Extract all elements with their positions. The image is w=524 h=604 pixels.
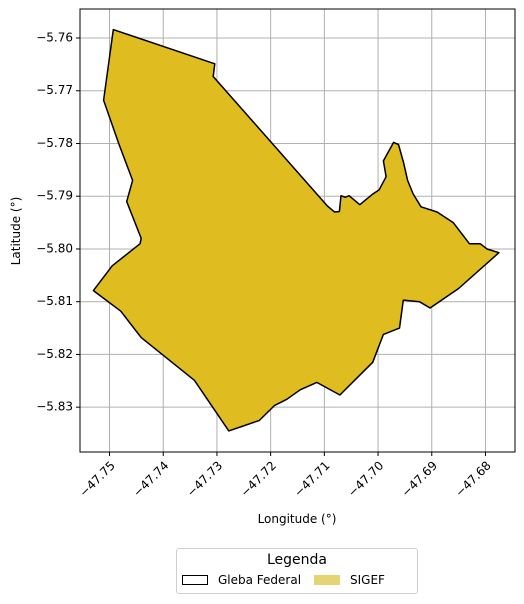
x-axis-label: Longitude (°) bbox=[258, 512, 337, 526]
y-tick-label: −5.80 bbox=[36, 241, 73, 255]
legend-label-sigef: SIGEF bbox=[350, 573, 385, 587]
y-tick-label: −5.82 bbox=[36, 347, 73, 361]
x-tick-label: −47.71 bbox=[291, 458, 332, 499]
legend-label-gleba: Gleba Federal bbox=[218, 573, 302, 587]
x-tick-label: −47.69 bbox=[399, 458, 440, 499]
gleba-federal-polygon bbox=[92, 28, 500, 432]
legend-entry-sigef: SIGEF bbox=[314, 573, 385, 587]
gleba-swatch bbox=[182, 575, 208, 585]
y-tick-label: −5.77 bbox=[36, 83, 73, 97]
x-tick-label: −47.73 bbox=[184, 458, 225, 499]
axes-frame bbox=[79, 8, 516, 453]
legend-title: Legenda bbox=[266, 552, 327, 568]
y-tick-label: −5.76 bbox=[36, 31, 73, 45]
x-tick-label: −47.70 bbox=[345, 458, 386, 499]
sigef-swatch bbox=[314, 575, 340, 585]
legend: Legenda Gleba Federal SIGEF bbox=[176, 548, 418, 594]
y-tick-label: −5.81 bbox=[36, 294, 73, 308]
legend-entry-gleba: Gleba Federal bbox=[182, 573, 301, 587]
y-tick-label: −5.78 bbox=[36, 136, 73, 150]
x-tick-label: −47.68 bbox=[452, 458, 493, 499]
x-tick-label: −47.75 bbox=[77, 458, 118, 499]
y-axis-label: Latitude (°) bbox=[9, 197, 23, 266]
y-axis-ticks: −5.76 −5.77 −5.78 −5.79 −5.80 −5.81 −5.82 −5.83 bbox=[36, 31, 80, 414]
y-tick-label: −5.79 bbox=[36, 189, 73, 203]
x-tick-label: −47.74 bbox=[130, 458, 171, 499]
y-tick-label: −5.83 bbox=[36, 400, 73, 414]
polygon-layer bbox=[92, 28, 500, 432]
x-tick-label: −47.72 bbox=[238, 458, 279, 499]
x-axis-ticks: −47.75 −47.74 −47.73 −47.72 −47.71 −47.70 −47.… bbox=[77, 452, 494, 500]
